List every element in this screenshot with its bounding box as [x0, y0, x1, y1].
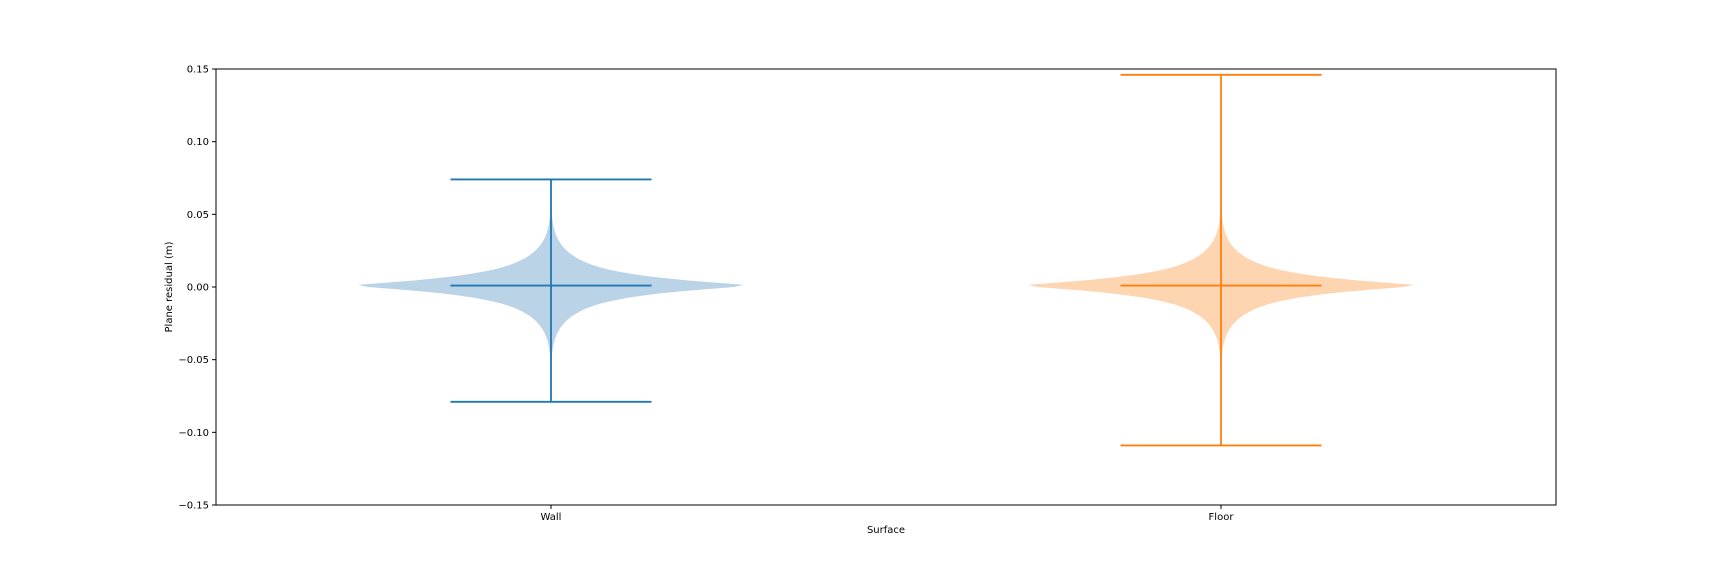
violin-stat-lines — [451, 75, 1322, 446]
x-tick-label-wall: Wall — [541, 512, 562, 523]
y-tick-label: −0.10 — [178, 428, 209, 439]
x-axis: Wall Floor — [541, 505, 1235, 523]
y-axis: −0.15 −0.10 −0.05 0.00 0.05 0.10 0.15 — [178, 65, 216, 512]
y-tick-label: 0.00 — [187, 283, 209, 294]
x-axis-label: Surface — [867, 525, 905, 536]
x-tick-label-floor: Floor — [1209, 512, 1235, 523]
y-tick-label: 0.05 — [187, 210, 209, 221]
y-tick-label: 0.15 — [187, 65, 209, 76]
y-tick-label: −0.05 — [178, 355, 209, 366]
y-tick-label: 0.10 — [187, 137, 209, 148]
violin-layer — [358, 200, 1414, 374]
y-axis-label: Plane residual (m) — [164, 241, 175, 332]
y-tick-label: −0.15 — [178, 501, 209, 512]
